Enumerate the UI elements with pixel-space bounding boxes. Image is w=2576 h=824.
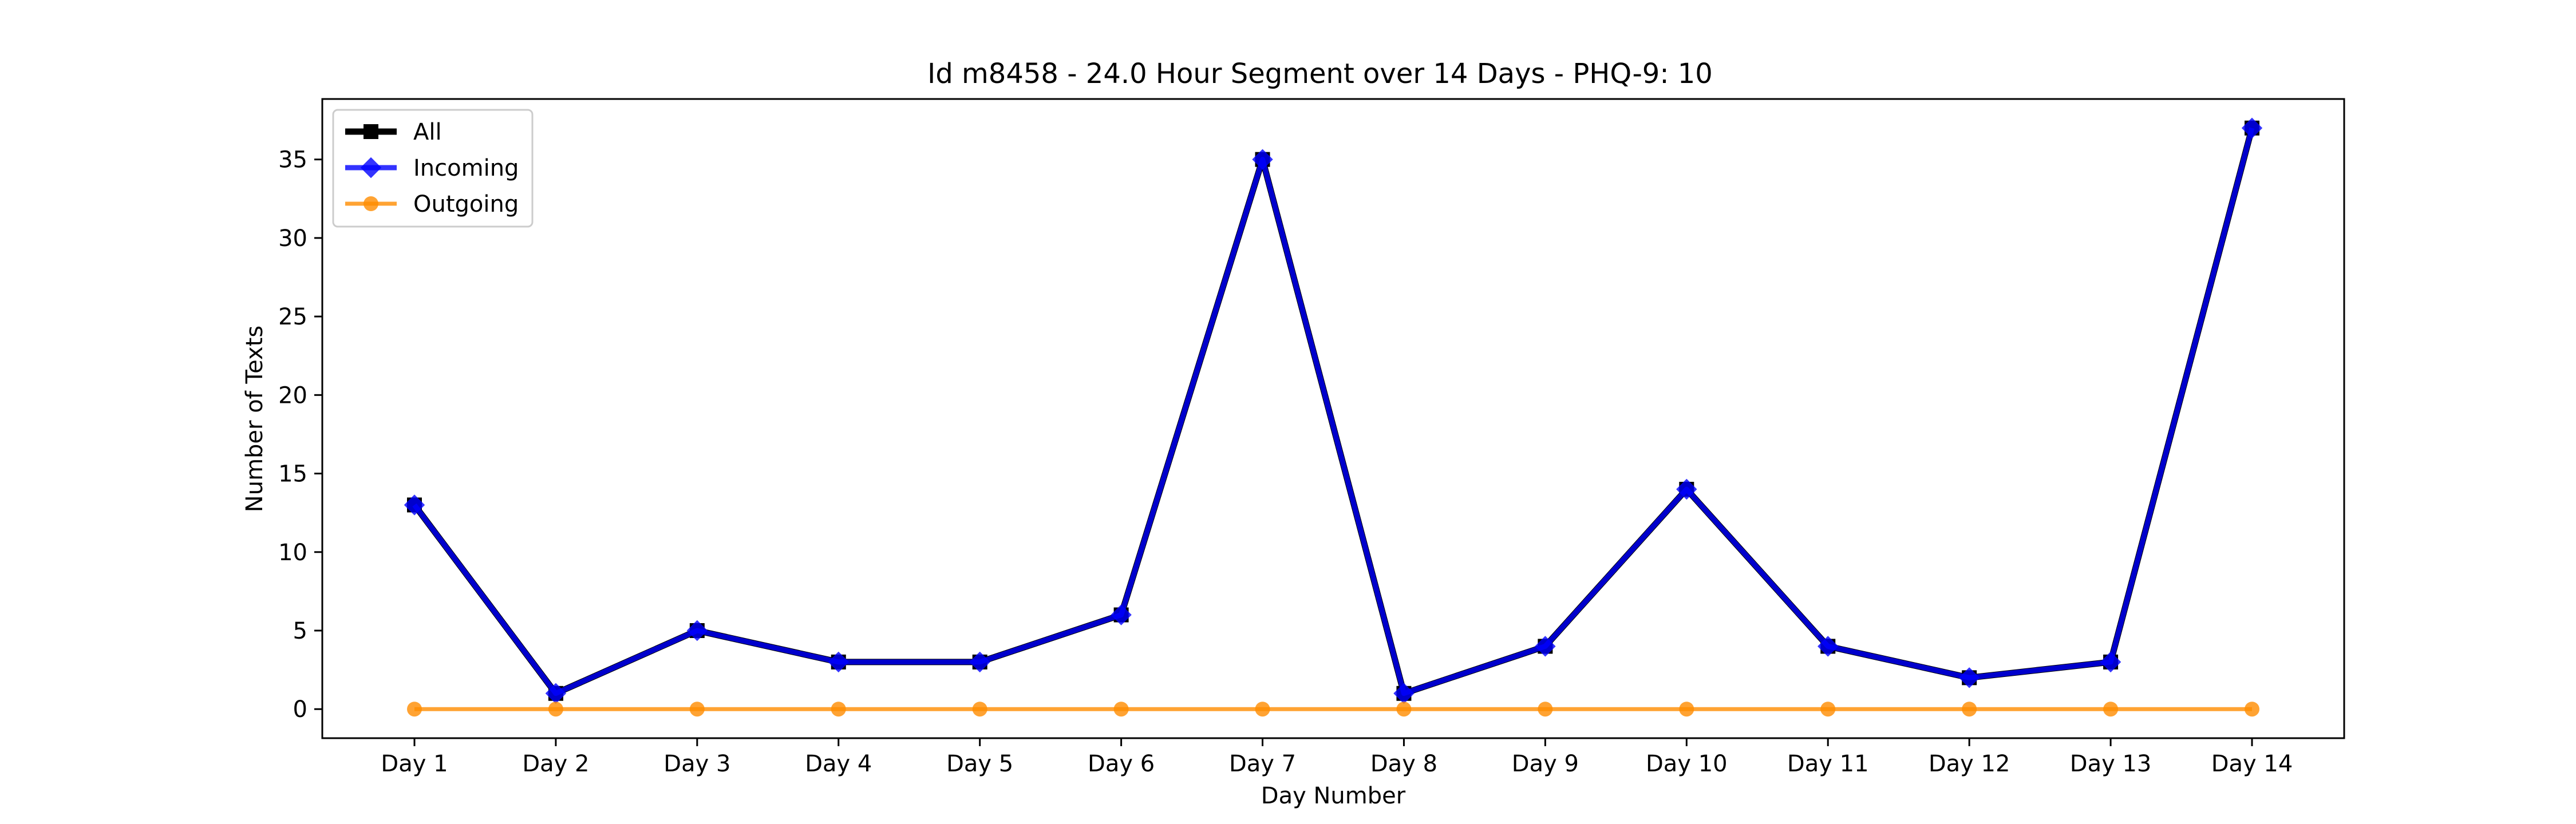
y-tick-label: 20 bbox=[278, 382, 307, 409]
x-tick-label: Day 4 bbox=[805, 751, 872, 777]
legend-frame bbox=[332, 109, 534, 228]
series-line bbox=[412, 127, 2255, 696]
data-point bbox=[1111, 604, 1132, 625]
data-point bbox=[1113, 702, 1129, 717]
data-point bbox=[972, 702, 987, 717]
data-point bbox=[1396, 702, 1412, 717]
data-point bbox=[1535, 636, 1556, 657]
plot-lines bbox=[404, 117, 2263, 717]
x-tick-label: Day 5 bbox=[946, 751, 1013, 777]
data-point bbox=[969, 651, 990, 673]
data-point bbox=[2241, 117, 2263, 138]
y-tick-label: 10 bbox=[278, 540, 307, 566]
legend-marker bbox=[364, 124, 378, 139]
data-point bbox=[831, 702, 846, 717]
data-point bbox=[686, 620, 708, 641]
data-point bbox=[2245, 702, 2259, 717]
legend: All Incoming Outgoing bbox=[332, 109, 534, 228]
data-point bbox=[1538, 702, 1553, 717]
x-tick-label: Day 6 bbox=[1088, 751, 1155, 777]
data-point bbox=[2100, 651, 2121, 673]
x-axis-label: Day Number bbox=[1261, 783, 1406, 809]
data-point bbox=[548, 702, 563, 717]
y-tick-label: 35 bbox=[278, 147, 307, 173]
series-outgoing bbox=[407, 702, 2259, 717]
x-tick-label: Day 8 bbox=[1370, 751, 1437, 777]
x-tick-label: Day 3 bbox=[663, 751, 730, 777]
chart-title: Id m8458 - 24.0 Hour Segment over 14 Day… bbox=[927, 58, 1713, 90]
legend-label: Outgoing bbox=[413, 191, 519, 217]
data-point bbox=[1252, 149, 1273, 170]
x-tick-label: Day 14 bbox=[2211, 751, 2293, 777]
legend-marker bbox=[364, 196, 378, 211]
x-tick-label: Day 13 bbox=[2070, 751, 2152, 777]
plot-frame bbox=[321, 98, 2345, 739]
y-tick-label: 0 bbox=[293, 696, 307, 723]
y-tick-label: 15 bbox=[278, 461, 307, 488]
data-point bbox=[1393, 683, 1415, 704]
legend-entry-incoming: Incoming bbox=[345, 155, 519, 181]
data-point bbox=[1255, 702, 1270, 717]
data-point bbox=[828, 651, 849, 673]
data-point bbox=[1676, 478, 1697, 500]
x-tick-label: Day 10 bbox=[1646, 751, 1728, 777]
x-tick-label: Day 7 bbox=[1229, 751, 1296, 777]
data-point bbox=[1820, 702, 1836, 717]
data-point bbox=[1679, 702, 1694, 717]
legend-marker bbox=[360, 157, 382, 179]
legend-label: Incoming bbox=[413, 155, 519, 181]
x-tick-label: Day 12 bbox=[1929, 751, 2010, 777]
x-tick-label: Day 9 bbox=[1512, 751, 1579, 777]
series-line bbox=[412, 127, 2255, 697]
x-axis-ticks: Day 1 Day 2 Day 3 Day 4 Day 5 Day 6 Day 7 Day 8… bbox=[381, 738, 2293, 777]
series-incoming bbox=[404, 117, 2263, 704]
series-all bbox=[407, 120, 2259, 701]
data-point bbox=[404, 494, 425, 516]
y-tick-label: 25 bbox=[278, 304, 307, 330]
y-tick-label: 30 bbox=[278, 225, 307, 252]
data-point bbox=[689, 702, 705, 717]
data-point bbox=[1958, 667, 1980, 688]
y-axis-label: Number of Texts bbox=[242, 326, 268, 512]
y-tick-label: 5 bbox=[293, 618, 307, 644]
x-tick-label: Day 11 bbox=[1787, 751, 1869, 777]
data-point bbox=[545, 683, 567, 704]
x-tick-label: Day 2 bbox=[522, 751, 589, 777]
y-axis-ticks: 0 5 10 15 20 25 30 35 bbox=[278, 147, 322, 723]
data-point bbox=[407, 702, 422, 717]
legend-entry-outgoing: Outgoing bbox=[345, 191, 519, 217]
legend-label: All bbox=[413, 119, 442, 145]
data-point bbox=[2103, 702, 2119, 717]
legend-entry-all: All bbox=[345, 119, 442, 145]
x-tick-label: Day 1 bbox=[381, 751, 448, 777]
data-point bbox=[1962, 702, 1977, 717]
data-point bbox=[1818, 636, 1839, 657]
